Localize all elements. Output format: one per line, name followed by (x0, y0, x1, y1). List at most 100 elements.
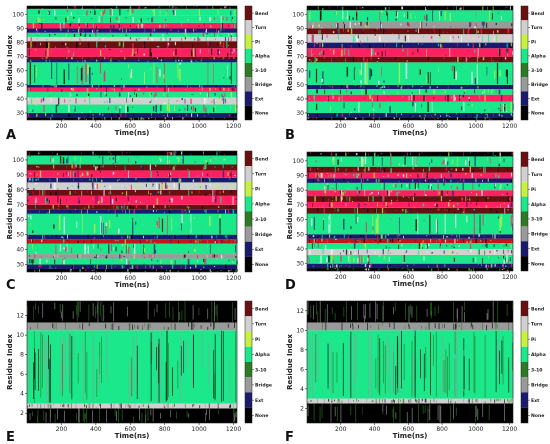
ss-speckle (113, 302, 115, 322)
ss-speckle (86, 170, 88, 177)
ss-speckle (201, 57, 203, 59)
y-tick-label: 30 (296, 261, 304, 268)
ss-speckle (411, 301, 412, 323)
ss-speckle (105, 156, 108, 160)
ss-speckle (388, 57, 390, 60)
ss-speckle (71, 335, 73, 400)
ss-speckle (67, 187, 69, 190)
ss-speckle (69, 210, 71, 213)
ss-speckle (177, 270, 179, 272)
ss-speckle (185, 209, 187, 213)
ss-band (27, 91, 237, 98)
ss-speckle (381, 157, 383, 166)
ss-speckle (126, 8, 128, 10)
ss-speckle (146, 205, 148, 210)
ss-speckle (113, 88, 115, 92)
ss-speckle (31, 151, 33, 156)
ss-speckle (221, 239, 223, 244)
ss-speckle (477, 85, 479, 89)
ss-speckle (468, 160, 470, 167)
panel-b: 200 400 600 800 1000 120030405060708090100Tim… (285, 5, 548, 143)
ss-speckle (336, 30, 338, 34)
ss-speckle (362, 117, 364, 120)
ss-speckle (343, 102, 345, 109)
ss-speckle (184, 98, 186, 104)
ss-band (307, 207, 513, 214)
ss-speckle (199, 49, 201, 54)
ss-speckle (208, 301, 210, 323)
ss-speckle (463, 29, 465, 34)
ss-speckle (126, 306, 128, 317)
ss-speckle (368, 112, 371, 117)
ss-speckle (73, 107, 76, 109)
x-tick-label: 1000 (191, 275, 206, 282)
ss-speckle (417, 209, 419, 213)
ss-speckle (113, 246, 115, 251)
ss-speckle (367, 202, 369, 204)
ss-speckle (143, 41, 145, 49)
ss-speckle (338, 309, 340, 318)
ss-speckle (128, 202, 130, 204)
ss-speckle (313, 96, 315, 99)
ss-speckle (363, 117, 365, 120)
ss-speckle (324, 114, 327, 117)
ss-speckle (349, 193, 350, 194)
ss-speckle (60, 151, 62, 155)
ss-speckle (78, 196, 80, 205)
ss-speckle (29, 59, 32, 62)
ss-speckle (465, 196, 467, 202)
ss-speckle (506, 69, 508, 84)
ss-speckle (170, 260, 173, 265)
ss-speckle (458, 245, 460, 248)
ss-speckle (112, 302, 114, 322)
ss-speckle (474, 89, 476, 94)
ss-band (27, 104, 237, 113)
ss-speckle (180, 303, 182, 323)
colorbar-label: 3-10 (531, 217, 543, 223)
ss-speckle (37, 35, 39, 36)
ss-speckle (92, 331, 94, 402)
ss-speckle (85, 32, 87, 37)
ss-speckle (231, 166, 233, 168)
ss-speckle (224, 235, 227, 238)
ss-speckle (352, 323, 354, 326)
ss-speckle (321, 43, 324, 47)
ss-speckle (311, 406, 313, 420)
ss-speckle (181, 209, 183, 214)
ss-speckle (446, 118, 449, 120)
ss-speckle (331, 255, 333, 264)
ss-speckle (229, 205, 231, 209)
ss-speckle (453, 51, 455, 56)
ss-speckle (390, 190, 392, 193)
ss-speckle (217, 206, 220, 208)
colorbar-label: 3-10 (255, 68, 267, 74)
ss-speckle (190, 33, 193, 34)
ss-speckle (332, 31, 335, 34)
ss-speckle (91, 84, 93, 88)
ss-speckle (35, 104, 37, 106)
ss-speckle (109, 235, 110, 238)
ss-speckle (167, 100, 170, 103)
ss-speckle (472, 257, 474, 263)
ss-speckle (438, 323, 440, 330)
colorbar-swatch (521, 48, 528, 63)
ss-speckle (502, 89, 504, 91)
ss-speckle (439, 6, 442, 8)
ss-speckle (469, 241, 471, 243)
ss-speckle (152, 180, 154, 182)
ss-speckle (72, 16, 75, 19)
ss-speckle (99, 403, 101, 408)
ss-speckle (460, 86, 462, 89)
ss-speckle (228, 56, 230, 59)
ss-speckle (231, 171, 232, 178)
ss-speckle (469, 323, 471, 330)
ss-speckle (226, 53, 229, 57)
ss-speckle (313, 241, 315, 243)
ss-band (307, 403, 513, 423)
ss-speckle (173, 86, 175, 88)
ss-speckle (444, 10, 446, 21)
ss-speckle (422, 203, 425, 207)
ss-speckle (491, 263, 493, 267)
ss-speckle (137, 155, 139, 159)
ss-speckle (347, 256, 349, 262)
